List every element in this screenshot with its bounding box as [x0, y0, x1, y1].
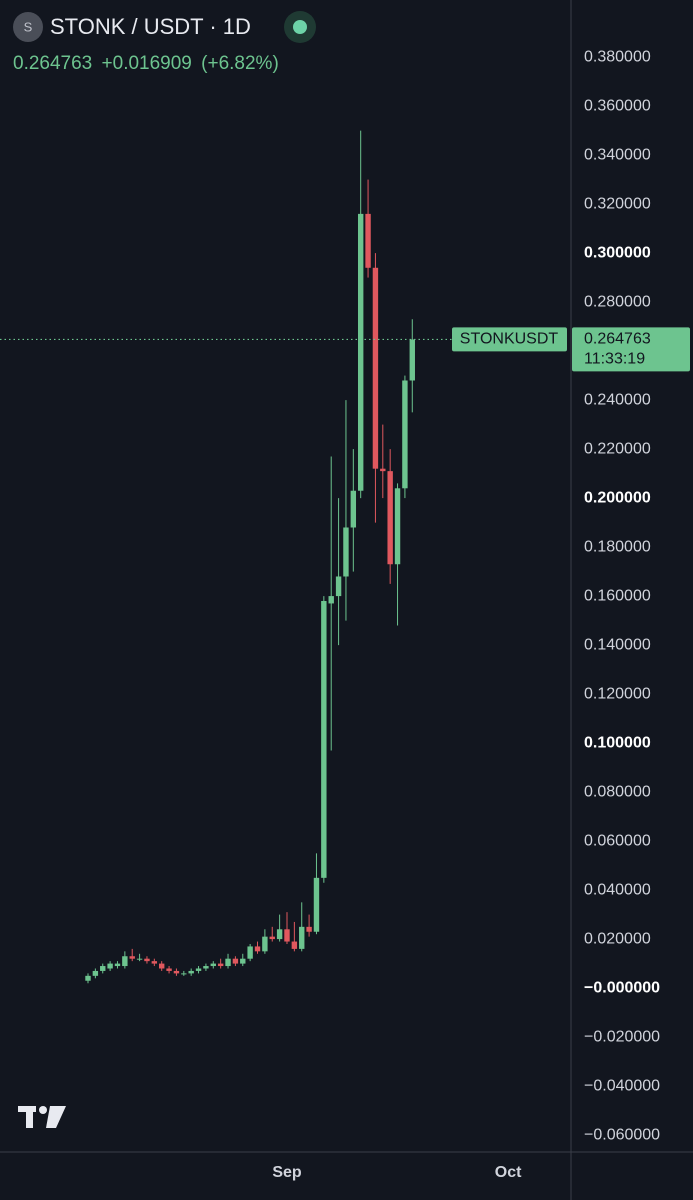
- candle-body: [269, 936, 275, 940]
- y-tick-label: 0.280000: [584, 293, 651, 310]
- candle-body: [387, 471, 393, 565]
- y-tick-label: −0.040000: [584, 1077, 660, 1094]
- candle-body: [195, 968, 202, 971]
- candle-body: [335, 576, 342, 597]
- candle-body: [262, 936, 268, 952]
- candle-body: [394, 488, 401, 565]
- candle-body: [107, 963, 113, 969]
- y-tick-label: −0.060000: [584, 1126, 660, 1143]
- y-tick-label: 0.320000: [584, 195, 651, 212]
- price-label-box: [572, 327, 690, 372]
- candle-body: [409, 339, 415, 381]
- price-change-pct: (+6.82%): [201, 53, 279, 74]
- candle-body: [173, 970, 180, 974]
- candle-body: [144, 958, 150, 962]
- candle-body: [306, 926, 312, 932]
- y-tick-label: 0.020000: [584, 930, 651, 947]
- price-summary: 0.264763 +0.016909 (+6.82%): [13, 53, 279, 74]
- candle-body: [151, 961, 158, 964]
- candle-body: [217, 963, 224, 967]
- y-tick-label: 0.060000: [584, 832, 651, 849]
- y-tick-label: 0.140000: [584, 636, 651, 653]
- y-tick-label: 0.200000: [584, 489, 651, 506]
- candle-body: [100, 966, 106, 971]
- candle-body: [240, 958, 246, 964]
- candle-body: [350, 490, 357, 528]
- y-tick-label: 0.300000: [584, 244, 651, 261]
- price-change: +0.016909: [102, 53, 192, 74]
- candle-body: [225, 958, 231, 967]
- y-tick-label: 0.240000: [584, 391, 651, 408]
- candle-body: [321, 600, 327, 878]
- y-tick-label: 0.100000: [584, 734, 651, 751]
- x-tick-label: Sep: [272, 1164, 302, 1181]
- candle-body: [365, 213, 371, 268]
- candle-body: [188, 970, 194, 974]
- symbol-label-box: [452, 327, 567, 352]
- candle-body: [276, 929, 283, 940]
- symbol-icon-text: S: [24, 19, 33, 34]
- y-tick-label: 0.180000: [584, 538, 651, 555]
- candle-body: [328, 596, 334, 604]
- candle-body: [357, 213, 364, 491]
- candle-body: [343, 527, 349, 577]
- y-tick-label: 0.120000: [584, 685, 651, 702]
- candle-body: [402, 380, 408, 489]
- y-tick-label: 0.340000: [584, 146, 651, 163]
- candle-body: [203, 966, 209, 969]
- y-tick-label: 0.360000: [584, 97, 651, 114]
- candle-body: [284, 929, 290, 942]
- candle-body: [232, 958, 239, 964]
- y-tick-label: 0.160000: [584, 587, 651, 604]
- tv-logo: [18, 1106, 66, 1128]
- candle-body: [210, 963, 216, 967]
- candle-body: [247, 946, 253, 959]
- candle-body: [159, 963, 165, 969]
- y-tick-label: −0.000000: [584, 979, 660, 996]
- candle-body: [122, 956, 128, 967]
- y-tick-label: 0.040000: [584, 881, 651, 898]
- candle-body: [313, 877, 320, 932]
- candle-body: [114, 963, 121, 967]
- chart-title: STONK / USDT · 1D: [50, 14, 251, 39]
- candle-body: [372, 267, 379, 469]
- y-tick-label: 0.220000: [584, 440, 651, 457]
- symbol-icon: [13, 12, 43, 42]
- x-tick-label: Oct: [495, 1164, 522, 1181]
- price-label: 0.264763: [584, 331, 651, 348]
- y-tick-label: 0.080000: [584, 783, 651, 800]
- candle-body: [181, 973, 187, 975]
- status-dot: [293, 20, 307, 34]
- candle-body: [299, 926, 305, 949]
- countdown-label: 11:33:19: [584, 351, 645, 368]
- candle-body: [92, 970, 99, 976]
- candle-body: [129, 956, 135, 959]
- y-tick-label: 0.380000: [584, 48, 651, 65]
- symbol-label: STONKUSDT: [460, 331, 559, 348]
- last-price: 0.264763: [13, 53, 92, 74]
- candle-body: [85, 975, 91, 981]
- candle-body: [380, 468, 386, 472]
- candle-body: [136, 958, 143, 960]
- candle-body: [291, 941, 298, 949]
- y-tick-label: −0.020000: [584, 1028, 660, 1045]
- candle-body: [166, 968, 172, 971]
- candle-body: [254, 946, 261, 952]
